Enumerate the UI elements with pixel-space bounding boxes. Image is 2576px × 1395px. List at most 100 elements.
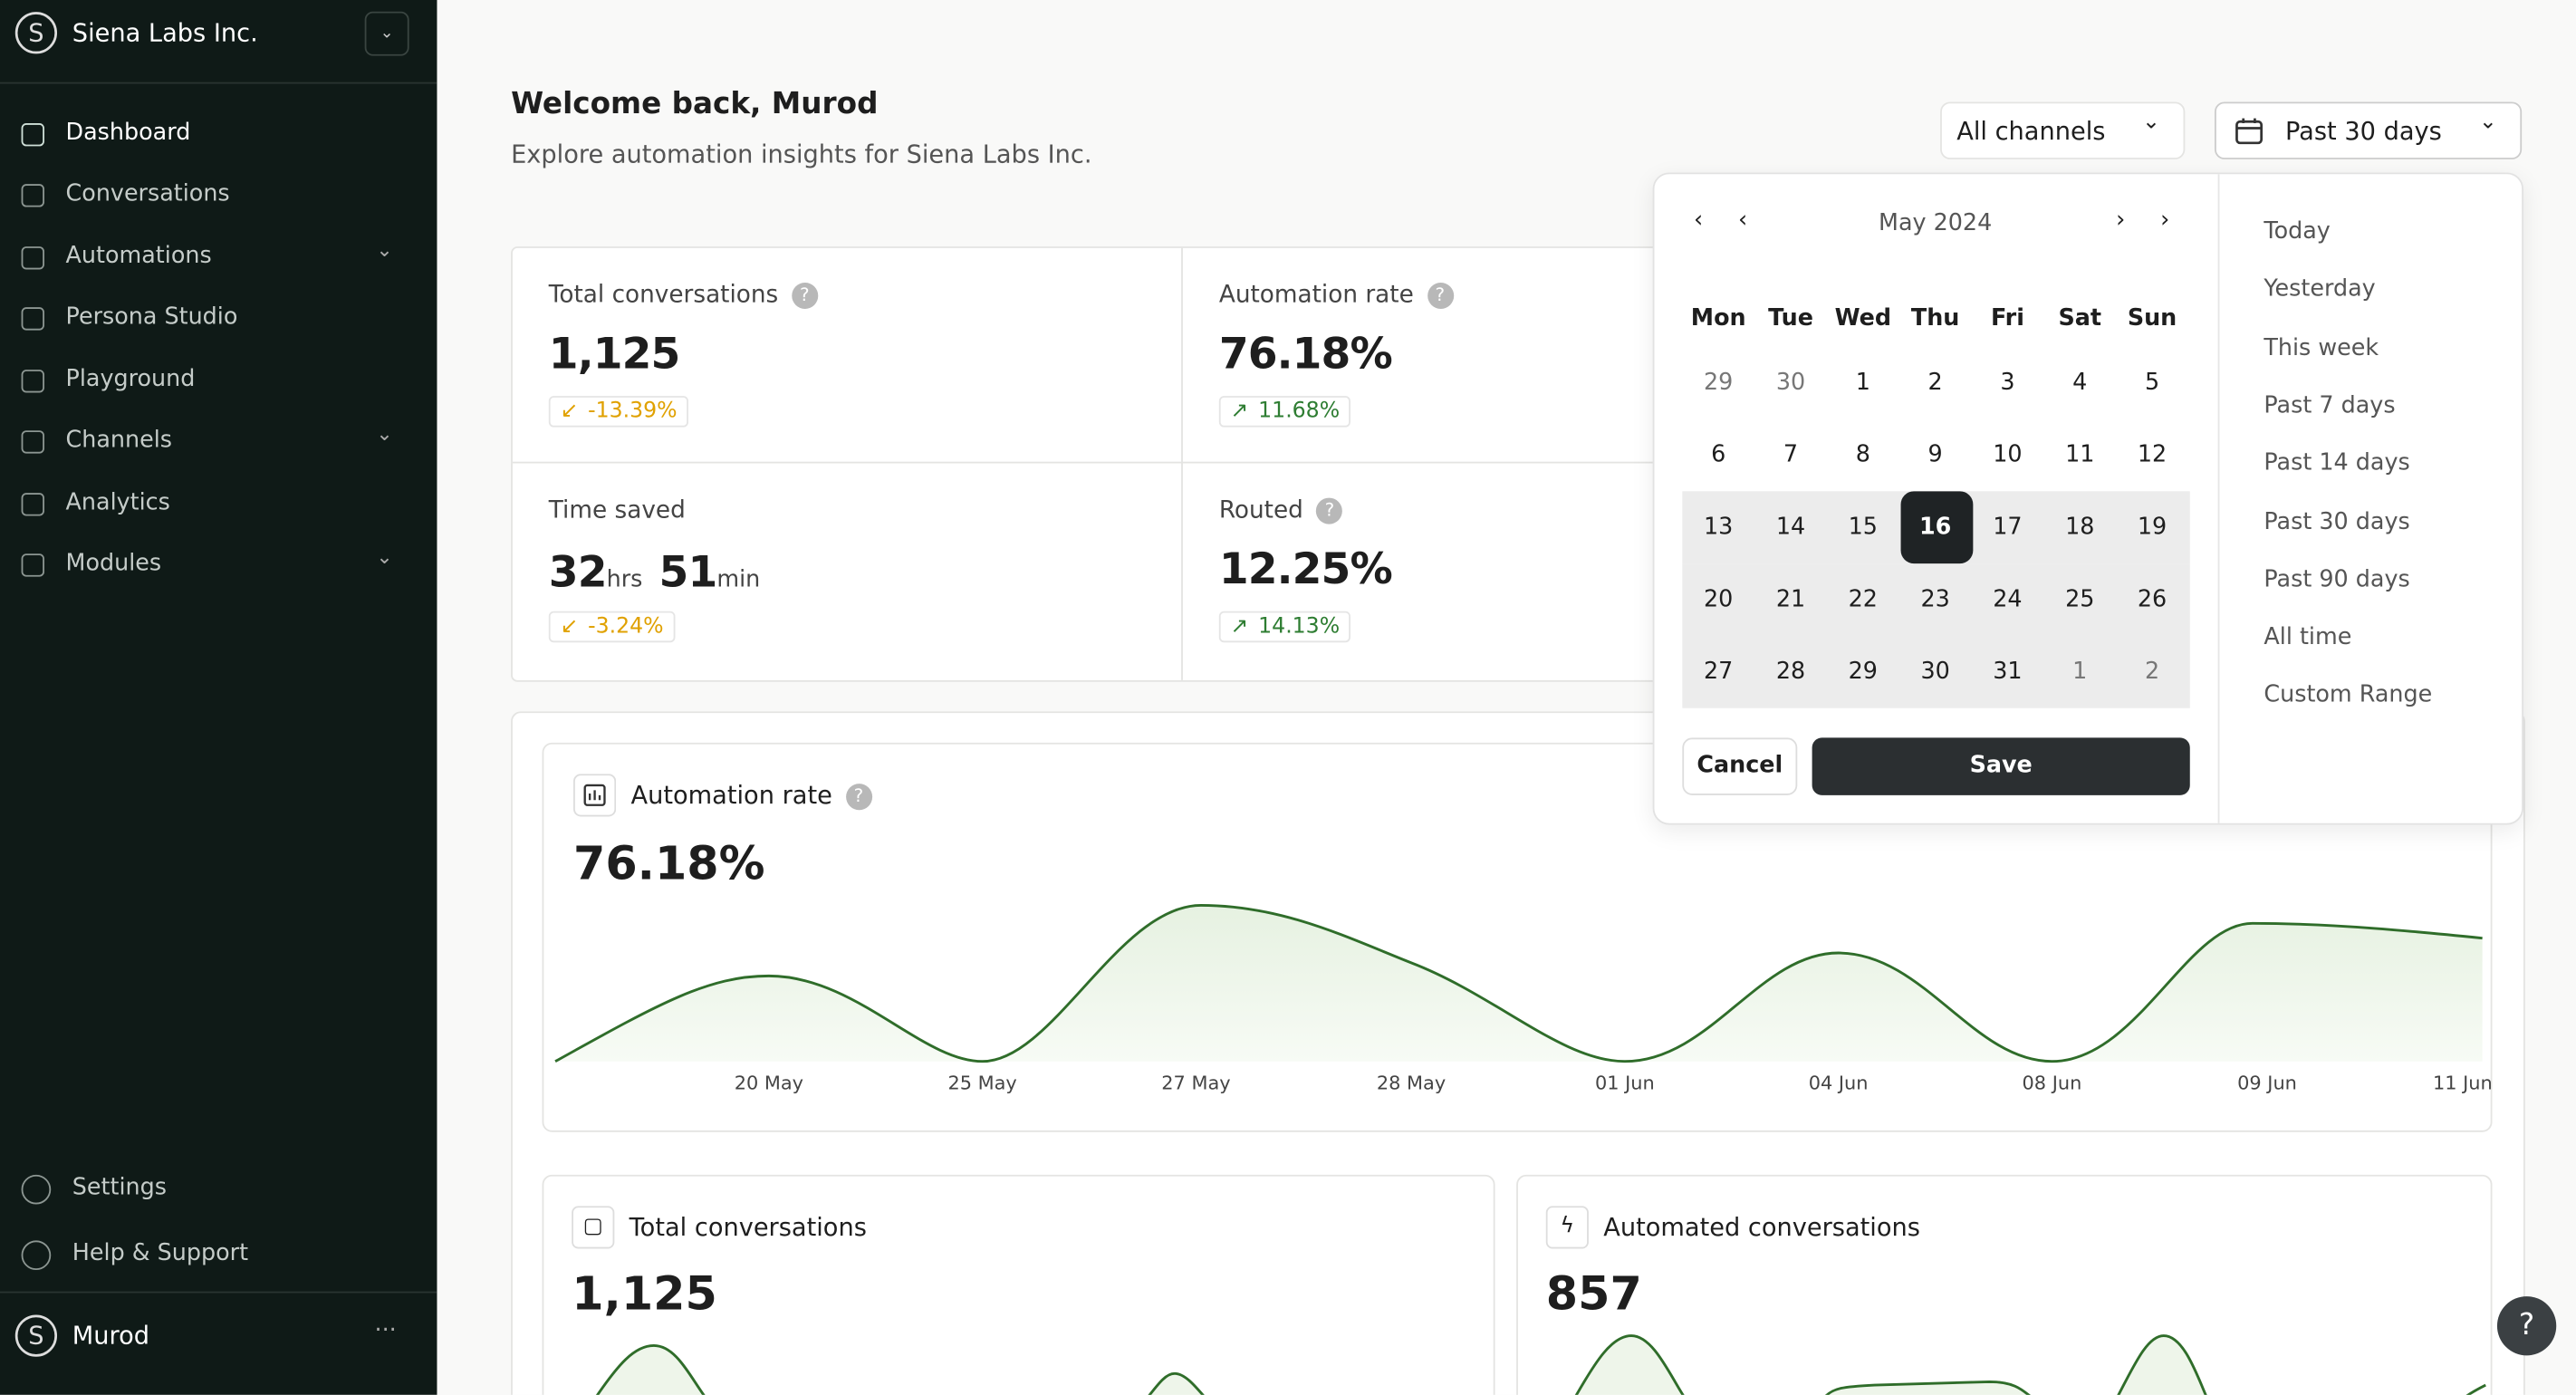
day[interactable]: 23: [1920, 586, 1950, 613]
nav-item[interactable]: Modules: [65, 550, 162, 577]
day[interactable]: 29: [1848, 659, 1878, 686]
day[interactable]: 7: [1783, 441, 1799, 468]
user-menu[interactable]: ···: [374, 1317, 397, 1344]
x-tick-label: 08 Jun: [2022, 1071, 2082, 1094]
preset[interactable]: Yesterday: [2264, 276, 2376, 303]
divider: [512, 461, 2493, 464]
day[interactable]: 27: [1704, 659, 1734, 686]
day[interactable]: 4: [2072, 370, 2088, 397]
nav-item[interactable]: Analytics: [65, 489, 170, 516]
day[interactable]: 31: [1993, 659, 2023, 686]
preset[interactable]: Past 30 days: [2264, 508, 2410, 535]
footer-item[interactable]: Settings: [72, 1174, 167, 1201]
day[interactable]: 6: [1711, 441, 1726, 468]
preset[interactable]: Past 14 days: [2264, 450, 2410, 477]
day[interactable]: 3: [2000, 370, 2015, 397]
day[interactable]: 24: [1993, 586, 2023, 613]
stat-value: 76.18%: [1218, 330, 1393, 380]
stat-label: Total conversations?: [549, 282, 818, 309]
day[interactable]: 14: [1775, 514, 1806, 541]
day[interactable]: 22: [1848, 586, 1878, 613]
help-icon[interactable]: ?: [791, 282, 818, 309]
weekday: Wed: [1834, 305, 1892, 332]
day[interactable]: 21: [1775, 586, 1806, 613]
change-arrow: ↗: [1230, 614, 1249, 640]
x-tick-label: 01 Jun: [1594, 1071, 1655, 1094]
save-button[interactable]: Save: [1812, 737, 2190, 795]
chart-icon: ϟ: [1545, 1206, 1589, 1249]
svg-text:S: S: [28, 19, 43, 47]
divider: [2217, 174, 2220, 823]
logo: S: [14, 12, 58, 54]
day[interactable]: 25: [2065, 586, 2095, 613]
stat-label-text: Routed: [1218, 497, 1303, 524]
day[interactable]: 11: [2065, 441, 2095, 468]
page-title: Welcome back, Murod: [511, 87, 879, 122]
prev-month[interactable]: ‹: [1737, 207, 1748, 234]
day[interactable]: 12: [2137, 441, 2167, 468]
stat-change: ↗ 14.13%: [1218, 611, 1351, 643]
help-icon[interactable]: ?: [845, 784, 872, 811]
nav-icon: [21, 553, 44, 577]
footer-item[interactable]: Help & Support: [72, 1240, 249, 1267]
preset[interactable]: Today: [2264, 218, 2331, 245]
day[interactable]: 8: [1855, 441, 1870, 468]
day[interactable]: 9: [1927, 441, 1943, 468]
day[interactable]: 13: [1704, 514, 1734, 541]
nav-item[interactable]: Dashboard: [65, 120, 191, 147]
stat-value: 32hrs 51min: [549, 549, 760, 598]
day[interactable]: 16: [1918, 514, 1952, 541]
nav-item[interactable]: Conversations: [65, 180, 230, 207]
help-icon[interactable]: ?: [1427, 282, 1454, 309]
day[interactable]: 10: [1993, 441, 2023, 468]
preset[interactable]: Past 7 days: [2264, 392, 2396, 419]
small-chart-card: [542, 1174, 1495, 1395]
next-month[interactable]: ›: [2116, 207, 2126, 234]
rate-curve: [554, 903, 2483, 1063]
day[interactable]: 1: [1855, 370, 1870, 397]
nav-item[interactable]: Automations: [65, 243, 212, 270]
day[interactable]: 15: [1848, 514, 1878, 541]
day[interactable]: 19: [2137, 514, 2167, 541]
day[interactable]: 5: [2144, 370, 2160, 397]
period-select[interactable]: Past 30 days ⌄: [2214, 101, 2523, 159]
cancel-button[interactable]: Cancel: [1682, 737, 1798, 795]
stat-value-part: 32: [548, 548, 608, 599]
x-tick-label: 28 May: [1376, 1071, 1447, 1094]
small-curve: [1574, 1334, 2486, 1395]
change-text: 14.13%: [1258, 614, 1341, 640]
day[interactable]: 18: [2065, 514, 2095, 541]
prev-year[interactable]: ‹: [1694, 207, 1704, 234]
stat-label-text: Time saved: [548, 497, 686, 524]
preset[interactable]: Past 90 days: [2264, 566, 2410, 593]
day[interactable]: 1: [2072, 659, 2088, 686]
preset[interactable]: Custom Range: [2264, 682, 2433, 709]
nav-item[interactable]: Channels: [65, 427, 173, 454]
small-curve: [595, 1344, 1205, 1395]
day[interactable]: 2: [1927, 370, 1943, 397]
channel-select[interactable]: All channels ⌄: [1940, 101, 2186, 159]
preset[interactable]: All time: [2264, 624, 2352, 651]
day[interactable]: 28: [1775, 659, 1806, 686]
day[interactable]: 26: [2137, 586, 2167, 613]
day[interactable]: 17: [1993, 514, 2023, 541]
day[interactable]: 30: [1920, 659, 1950, 686]
nav-icon: [21, 184, 44, 207]
org-switch[interactable]: ⌄: [364, 11, 409, 56]
help-icon[interactable]: ?: [1316, 497, 1343, 524]
help-button[interactable]: ?: [2496, 1296, 2557, 1356]
day[interactable]: 29: [1704, 370, 1734, 397]
chevron: ⌄: [2142, 110, 2160, 135]
stat-change: ↗ 11.68%: [1218, 396, 1351, 428]
weekday: Sat: [2058, 305, 2102, 332]
stat-label: Routed?: [1218, 497, 1343, 524]
day[interactable]: 30: [1775, 370, 1806, 397]
day[interactable]: 20: [1704, 586, 1734, 613]
next-year[interactable]: ›: [2160, 207, 2170, 234]
preset[interactable]: This week: [2264, 334, 2379, 361]
nav-item[interactable]: Playground: [65, 366, 196, 393]
x-tick-label: 20 May: [734, 1071, 804, 1094]
day[interactable]: 2: [2144, 659, 2160, 686]
sidebar: S Siena Labs Inc. ⌄ S Murod ··· Dashboar…: [0, 0, 437, 1395]
nav-item[interactable]: Persona Studio: [65, 303, 238, 331]
